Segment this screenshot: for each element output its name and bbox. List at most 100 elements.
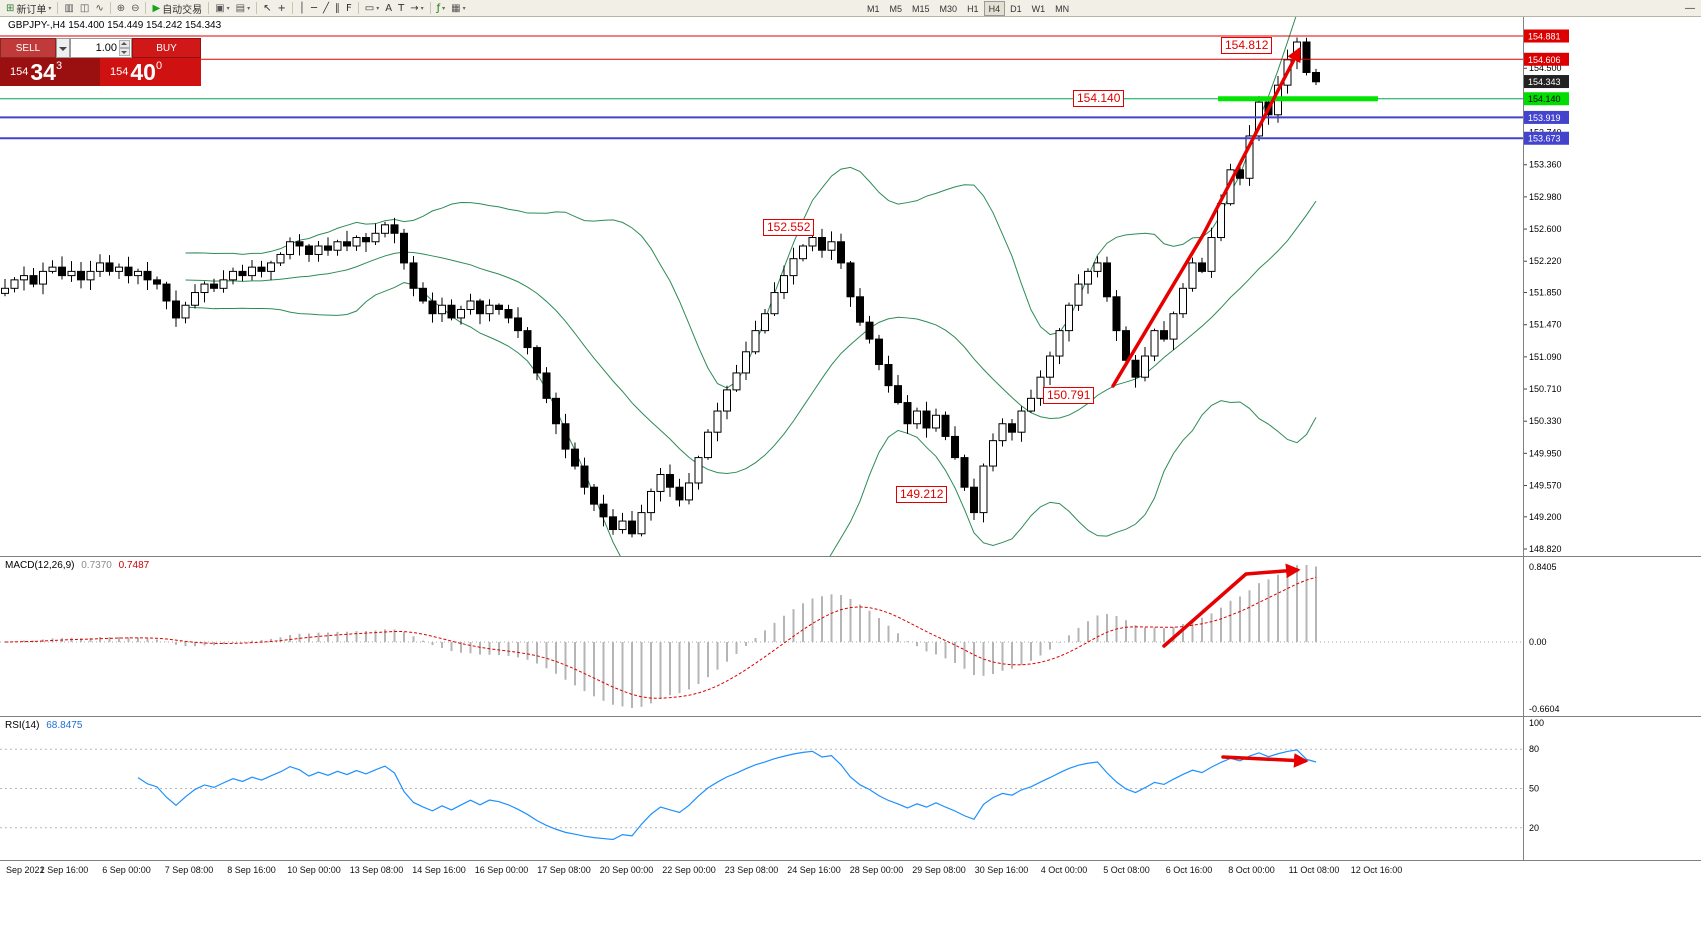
crosshair-icon: + bbox=[277, 2, 286, 14]
timeframe-m15[interactable]: M15 bbox=[907, 1, 935, 16]
price-tick: 152.980 bbox=[1529, 192, 1562, 202]
candle bbox=[789, 258, 798, 277]
candle bbox=[666, 474, 674, 488]
profiles-button[interactable]: ▤ ▾ bbox=[233, 1, 253, 16]
price-scale[interactable]: 154.500153.740153.360152.980152.600152.2… bbox=[1524, 29, 1569, 555]
rsi-line bbox=[137, 749, 1317, 841]
candle bbox=[143, 270, 152, 281]
auto-trading-icon: ▶ bbox=[152, 2, 161, 14]
candle bbox=[808, 237, 817, 247]
toolbar-separator bbox=[145, 2, 147, 14]
candle bbox=[343, 241, 351, 247]
rsi-panel-header: RSI(14) 68.8475 bbox=[5, 720, 82, 731]
macd-signal-line bbox=[4, 576, 1317, 699]
fibonacci-button[interactable]: F bbox=[343, 1, 355, 16]
chart-candles-icon: ◫ bbox=[79, 2, 90, 14]
timeframe-h1[interactable]: H1 bbox=[962, 1, 984, 16]
sell-price-tile[interactable]: 154 34 3 bbox=[0, 58, 100, 86]
price-label-annotation[interactable]: 154.812 bbox=[1221, 37, 1273, 54]
candle bbox=[951, 435, 959, 459]
candle bbox=[922, 410, 931, 429]
volume-down-button[interactable] bbox=[119, 48, 130, 56]
buy-button[interactable]: BUY bbox=[132, 38, 201, 58]
candle bbox=[295, 241, 304, 247]
price-tag: 154.881 bbox=[1528, 32, 1561, 42]
time-label: 8 Sep 16:00 bbox=[227, 865, 276, 875]
candle bbox=[105, 262, 114, 272]
candle bbox=[428, 300, 437, 315]
price-label-annotation[interactable]: 152.552 bbox=[763, 219, 815, 236]
new-chart-button[interactable]: ▣ ▾ bbox=[212, 1, 232, 16]
rsi-scale-label: 80 bbox=[1529, 744, 1539, 754]
vertical-line-button[interactable]: │ bbox=[296, 1, 308, 16]
indicators-button[interactable]: ƒ ▾ bbox=[434, 1, 449, 16]
price-label-annotation[interactable]: 154.140 bbox=[1073, 90, 1125, 107]
zoom-in-button[interactable]: ⊕ bbox=[114, 1, 128, 16]
buy-price-tile[interactable]: 154 40 0 bbox=[100, 58, 201, 86]
price-label-annotation[interactable]: 149.212 bbox=[896, 486, 948, 503]
candle bbox=[618, 520, 627, 531]
candle bbox=[960, 457, 969, 488]
bollinger-lower-band bbox=[185, 282, 1317, 556]
timeframe-m30[interactable]: M30 bbox=[935, 1, 963, 16]
text-button[interactable]: A bbox=[382, 1, 395, 16]
shapes-button[interactable]: ▭ ▾ bbox=[362, 1, 382, 16]
candle bbox=[1065, 304, 1073, 332]
new-order-label: 新订单 bbox=[16, 4, 47, 16]
chart-candles-button[interactable]: ◫ bbox=[77, 1, 92, 16]
chart-bars-button[interactable]: ▥ bbox=[61, 1, 76, 16]
text-label-button[interactable]: T bbox=[395, 1, 407, 16]
templates-icon: ▦ bbox=[451, 2, 461, 14]
chart-line-button[interactable]: ∿ bbox=[92, 1, 106, 16]
zoom-out-button[interactable]: ⊖ bbox=[128, 1, 142, 16]
toolbar-buttons: ⊞ 新订单 ▾ ▥ ◫ ∿ ⊕ ⊖ ▶ 自动交易 ▣ ▾ ▤ ▾ ↖ + │ ─ ╱ ∥ F ▭ ▾ A T → ▾ ƒ ▾ ▦ ▾ bbox=[3, 1, 469, 16]
candle bbox=[29, 275, 38, 285]
price-label-annotation[interactable]: 150.791 bbox=[1043, 387, 1095, 404]
crosshair-button[interactable]: + bbox=[275, 1, 289, 16]
volume-up-button[interactable] bbox=[119, 40, 130, 48]
minimize-button[interactable]: — bbox=[1685, 3, 1695, 14]
candle bbox=[267, 262, 275, 272]
candle bbox=[932, 414, 940, 429]
candle bbox=[837, 241, 845, 264]
timeframe-mn[interactable]: MN bbox=[1050, 1, 1074, 16]
candle bbox=[637, 512, 646, 535]
candle bbox=[818, 237, 826, 251]
trend-arrow-main[interactable] bbox=[1111, 46, 1301, 388]
sell-button[interactable]: SELL bbox=[0, 38, 56, 58]
candle bbox=[1169, 313, 1178, 340]
price-tick: 148.820 bbox=[1529, 544, 1562, 554]
candle bbox=[466, 300, 475, 310]
candle bbox=[1017, 410, 1026, 433]
timeframe-d1[interactable]: D1 bbox=[1005, 1, 1027, 16]
candle bbox=[780, 275, 788, 294]
sell-options-caret[interactable] bbox=[56, 38, 70, 58]
trend-arrow-rsi[interactable] bbox=[1221, 753, 1309, 768]
volume-input[interactable] bbox=[71, 39, 131, 57]
cursor-button[interactable]: ↖ bbox=[260, 1, 274, 16]
panel-separators[interactable] bbox=[0, 16, 1701, 861]
candle bbox=[352, 237, 361, 247]
timeframe-w1[interactable]: W1 bbox=[1027, 1, 1051, 16]
auto-trading-button[interactable]: ▶ 自动交易 bbox=[149, 1, 205, 16]
templates-button[interactable]: ▦ ▾ bbox=[448, 1, 468, 16]
candle bbox=[1027, 397, 1035, 412]
candle bbox=[495, 304, 503, 310]
equidistant-channel-button[interactable]: ∥ bbox=[332, 1, 343, 16]
candle bbox=[400, 232, 408, 264]
timeframe-m5[interactable]: M5 bbox=[885, 1, 908, 16]
macd-panel-header: MACD(12,26,9) 0.7370 0.7487 bbox=[5, 560, 149, 571]
arrows-button[interactable]: → ▾ bbox=[407, 1, 426, 16]
new-order-button[interactable]: ⊞ 新订单 ▾ bbox=[3, 1, 54, 16]
trend-arrow-macd[interactable] bbox=[1162, 563, 1301, 648]
candle bbox=[381, 224, 389, 234]
trendline-button[interactable]: ╱ bbox=[320, 1, 332, 16]
candles-layer bbox=[1, 37, 1320, 538]
timeframe-h4[interactable]: H4 bbox=[983, 1, 1006, 16]
horizontal-line-button[interactable]: ─ bbox=[308, 1, 320, 16]
price-tag: 153.673 bbox=[1528, 134, 1561, 144]
candle bbox=[799, 245, 807, 260]
timeframe-m1[interactable]: M1 bbox=[862, 1, 885, 16]
